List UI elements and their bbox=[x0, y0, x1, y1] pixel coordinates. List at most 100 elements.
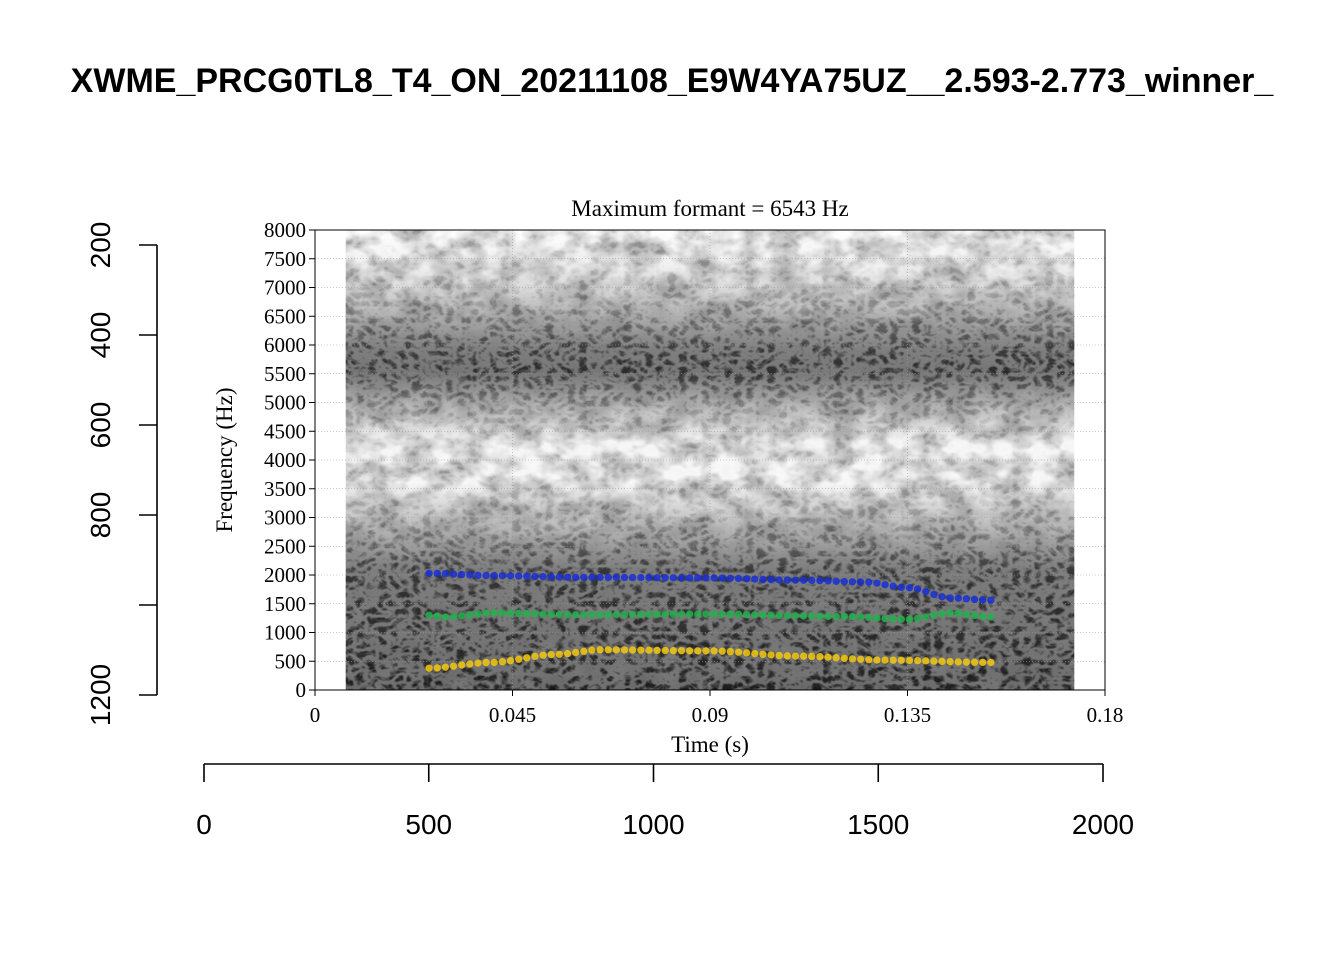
formant-point bbox=[604, 646, 612, 654]
formant-point bbox=[531, 610, 539, 618]
formant-point bbox=[856, 655, 865, 664]
formant-point bbox=[791, 576, 800, 584]
formant-point bbox=[742, 649, 751, 657]
formant-point bbox=[816, 653, 824, 661]
inner-plot-title: Maximum formant = 6543 Hz bbox=[571, 196, 848, 221]
formant-point bbox=[808, 612, 816, 620]
inner-y-axis-label: Frequency (Hz) bbox=[212, 388, 237, 533]
formant-point bbox=[612, 610, 621, 619]
inner-y-tick-label: 7000 bbox=[264, 276, 306, 300]
formant-point bbox=[759, 575, 767, 584]
formant-point bbox=[946, 609, 954, 617]
formant-point bbox=[913, 656, 922, 665]
formant-point bbox=[677, 610, 686, 618]
formant-point bbox=[775, 576, 783, 584]
inner-y-tick-label: 4000 bbox=[264, 448, 306, 472]
formant-point bbox=[620, 610, 629, 619]
formant-point bbox=[742, 575, 751, 583]
formant-point bbox=[490, 609, 498, 617]
formant-point bbox=[604, 610, 612, 619]
formant-point bbox=[848, 612, 857, 621]
inner-x-tick-label: 0.135 bbox=[884, 703, 931, 727]
formant-point bbox=[449, 662, 458, 670]
formant-point bbox=[490, 571, 498, 580]
formant-point bbox=[759, 650, 767, 658]
formant-point bbox=[922, 613, 930, 621]
formant-point bbox=[710, 574, 718, 582]
formant-point bbox=[547, 610, 555, 618]
inner-y-tick-label: 8000 bbox=[264, 218, 306, 242]
formant-point bbox=[905, 584, 914, 592]
formant-point bbox=[580, 573, 588, 582]
formant-point bbox=[734, 648, 743, 656]
chart-title: XWME_PRCG0TL8_T4_ON_20211108_E9W4YA75UZ_… bbox=[71, 62, 1275, 100]
formant-point bbox=[767, 611, 775, 619]
formant-point bbox=[474, 659, 482, 667]
inner-y-axis: 0 500 1000 1500 2000 2500 3000 3500 4000 4500 5000… bbox=[264, 218, 315, 702]
formant-point bbox=[897, 656, 906, 664]
formant-point bbox=[962, 595, 971, 603]
formant-point bbox=[563, 573, 572, 581]
inner-y-tick-label: 0 bbox=[296, 678, 307, 702]
formant-point bbox=[808, 576, 816, 585]
formant-point bbox=[710, 610, 718, 618]
formant-point bbox=[539, 651, 547, 659]
formant-series-3 bbox=[425, 646, 995, 672]
formant-point bbox=[946, 594, 954, 602]
formant-point bbox=[637, 573, 645, 582]
formant-point bbox=[661, 574, 669, 582]
formant-point bbox=[987, 658, 995, 667]
formant-point bbox=[954, 609, 963, 617]
inner-y-tick-label: 3000 bbox=[264, 506, 306, 530]
outer-x-tick-label: 1500 bbox=[847, 809, 909, 840]
formant-point bbox=[580, 610, 588, 619]
formant-point bbox=[954, 658, 963, 666]
formant-point bbox=[726, 610, 735, 618]
formant-point bbox=[742, 610, 751, 619]
inner-y-tick-label: 5000 bbox=[264, 391, 306, 415]
formant-point bbox=[873, 579, 881, 587]
formant-point bbox=[865, 656, 873, 664]
formant-point bbox=[808, 652, 816, 661]
inner-y-tick-label: 5500 bbox=[264, 362, 306, 386]
formant-point bbox=[694, 610, 702, 618]
formant-point bbox=[710, 647, 718, 655]
formant-point bbox=[571, 648, 580, 657]
formant-point bbox=[865, 578, 873, 586]
inner-y-tick-label: 6500 bbox=[264, 304, 306, 328]
formant-point bbox=[433, 612, 441, 620]
formant-point bbox=[466, 571, 474, 579]
formant-point bbox=[506, 609, 515, 617]
formant-point bbox=[783, 576, 792, 584]
formant-point bbox=[498, 658, 507, 666]
formant-point bbox=[930, 657, 938, 665]
formant-point bbox=[783, 611, 792, 620]
formant-point bbox=[694, 647, 702, 655]
formant-point bbox=[685, 574, 694, 582]
formant-point bbox=[694, 574, 702, 582]
formant-point bbox=[905, 615, 914, 623]
formant-point bbox=[523, 609, 531, 618]
formant-point bbox=[441, 663, 450, 671]
formant-point bbox=[669, 610, 678, 618]
formant-point bbox=[514, 609, 523, 618]
formant-point bbox=[506, 572, 515, 580]
formant-point bbox=[661, 646, 669, 655]
formant-point bbox=[889, 615, 897, 623]
formant-point bbox=[832, 577, 840, 585]
formant-point bbox=[482, 658, 490, 667]
outer-x-tick-label: 500 bbox=[405, 809, 452, 840]
formant-point bbox=[913, 614, 922, 623]
inner-x-axis: 0 0.045 0.09 0.135 0.18 bbox=[310, 690, 1123, 727]
formant-point bbox=[555, 573, 564, 581]
formant-point bbox=[938, 657, 946, 666]
inner-y-tick-label: 1500 bbox=[264, 592, 306, 616]
formant-point bbox=[759, 611, 767, 619]
formant-point bbox=[987, 596, 995, 604]
formant-point bbox=[751, 575, 759, 583]
formant-point bbox=[702, 647, 710, 655]
formant-point bbox=[596, 610, 604, 619]
formant-point bbox=[449, 613, 458, 621]
inner-y-tick-label: 2000 bbox=[264, 563, 306, 587]
outer-x-tick-label: 1000 bbox=[622, 809, 684, 840]
